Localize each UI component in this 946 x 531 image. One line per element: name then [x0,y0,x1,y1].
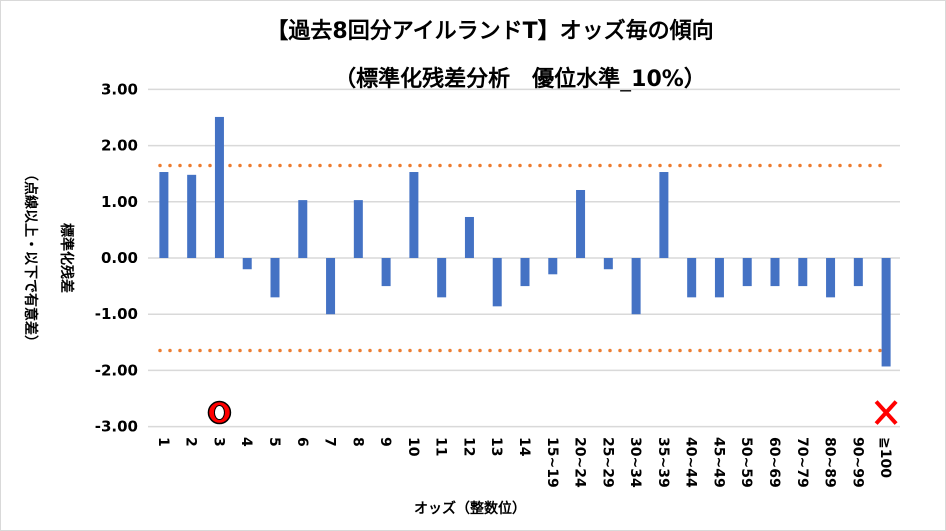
x-tick-label: 60~69 [766,437,782,488]
bar [159,172,169,258]
bar [353,200,363,258]
x-tick-label: 14 [516,437,532,457]
x-tick-label: ≧100 [877,437,893,478]
bar [687,258,697,298]
y-tick-label: 2.00 [101,137,138,155]
bar [853,258,863,287]
cross-marker [874,400,898,425]
x-tick-label: 45~49 [710,437,726,488]
chart-title: 【過去8回分アイルランドT】オッズ毎の傾向 [266,18,713,44]
x-tick-label: 2 [183,437,199,447]
x-tick-label: 1 [155,437,171,447]
y-tick-label: 1.00 [101,193,138,211]
y-axis-label-note: （点線以上・以下で有意差） [22,167,39,349]
x-tick-label: 6 [294,437,310,447]
x-tick-label: 40~44 [683,437,699,488]
x-tick-label: 20~24 [572,437,588,488]
circle-marker-hole [213,405,225,421]
bar [187,174,197,258]
x-tick-label: 7 [322,437,338,447]
x-tick-label: 10 [405,437,421,457]
x-tick-label: 11 [433,437,449,456]
bar [298,200,308,258]
bar [770,258,780,287]
bar [270,258,280,298]
bar [631,258,641,315]
bar [659,172,669,258]
bar [826,258,836,298]
bar [464,216,474,258]
x-tick-label: 30~34 [627,437,643,488]
x-tick-label: 9 [377,437,393,447]
x-tick-label: 25~29 [599,437,615,488]
x-tick-label: 90~99 [849,437,865,488]
y-tick-label: 0.00 [101,249,138,267]
bar [714,258,724,298]
bar [409,172,419,258]
bar [437,258,447,298]
bar [242,258,252,270]
bar [326,258,336,315]
x-tick-label: 70~79 [794,437,810,488]
y-tick-label: -1.00 [95,305,138,323]
bar [548,258,558,275]
x-tick-label: 13 [488,437,504,456]
x-tick-label: 35~39 [655,437,671,488]
y-tick-label: -2.00 [95,361,138,379]
x-tick-label: 8 [349,437,365,447]
bar [742,258,752,287]
x-tick-label: 5 [266,437,282,447]
y-tick-label: -3.00 [95,418,138,436]
bar [214,116,224,258]
bar [492,258,502,307]
bar [603,258,613,270]
bar [798,258,808,287]
bar [576,189,586,258]
x-tick-label: 50~59 [738,437,754,488]
y-tick-label: 3.00 [101,80,138,98]
x-tick-label: 12 [460,437,476,456]
x-axis-label: オッズ（整数位） [414,500,526,517]
bar [520,258,530,287]
x-tick-label: 3 [210,437,226,447]
chart-subtitle: （標準化残差分析 優位水準_10%） [334,66,706,92]
bar [381,258,391,287]
y-axis-label: 標準化残差 [58,223,75,293]
bar [881,258,891,367]
x-tick-label: 15~19 [544,437,560,488]
x-tick-label: 4 [238,437,254,447]
x-tick-label: 80~89 [822,437,838,488]
